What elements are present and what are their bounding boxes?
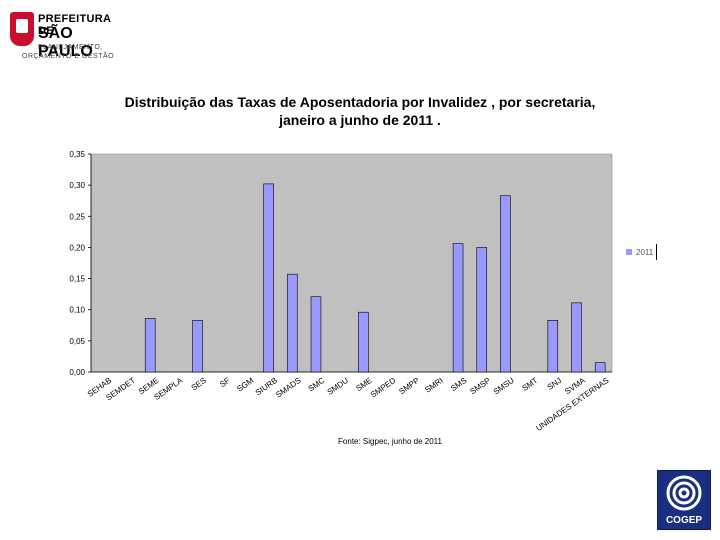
x-tick-label: SMDU bbox=[326, 376, 351, 397]
chart-title-line-2: janeiro a junho de 2011 . bbox=[279, 112, 441, 128]
x-tick-label: SNJ bbox=[546, 376, 564, 392]
cogep-label: COGEP bbox=[665, 515, 703, 526]
spiral-icon bbox=[666, 475, 702, 511]
y-tick-label: 0,10 bbox=[69, 306, 85, 315]
bar-seme bbox=[144, 318, 156, 373]
bar-smsu bbox=[500, 195, 511, 373]
x-tick-label: SMSP bbox=[468, 376, 492, 396]
x-tick-label: SMPED bbox=[369, 376, 398, 400]
logo-line-3: PLANEJAMENTO, bbox=[38, 44, 103, 51]
y-tick-label: 0,30 bbox=[69, 181, 85, 190]
y-tick-label: 0,35 bbox=[69, 150, 85, 159]
x-tick-label: SMS bbox=[449, 376, 468, 393]
bar-smads bbox=[287, 273, 298, 373]
chart-title: Distribuição das Taxas de Aposentadoria … bbox=[110, 93, 610, 129]
chart-legend: 2011 bbox=[626, 244, 658, 260]
coat-of-arms-icon bbox=[10, 12, 34, 46]
plot-area bbox=[90, 153, 613, 373]
bar-unidades-externas bbox=[594, 362, 606, 373]
bar-svma bbox=[571, 302, 582, 373]
y-tick-label: 0,00 bbox=[69, 368, 85, 377]
bar-snj bbox=[547, 320, 559, 373]
x-tick-label: SMADS bbox=[274, 376, 302, 400]
x-tick-label: SF bbox=[218, 376, 232, 389]
logo-line-4: ORÇAMENTO E GESTÃO bbox=[22, 53, 115, 60]
source-note: Fonte: Sigpec, junho de 2011 bbox=[338, 437, 442, 446]
bar-sms bbox=[452, 243, 464, 373]
y-tick-label: 0,05 bbox=[69, 337, 85, 346]
chart-title-line-1: Distribuição das Taxas de Aposentadoria … bbox=[124, 94, 596, 110]
logo-line-1: PREFEITURA DE bbox=[38, 13, 111, 37]
bar-siurb bbox=[263, 183, 274, 373]
x-tick-label: SMT bbox=[520, 376, 539, 393]
x-tick-label: SMRI bbox=[423, 376, 445, 395]
logo-line-2: SÃO PAULO bbox=[38, 25, 93, 60]
x-tick-label: SMC bbox=[307, 376, 327, 394]
x-tick-label: SGM bbox=[235, 376, 255, 394]
y-tick-label: 0,25 bbox=[69, 212, 85, 221]
x-tick-label: SMSU bbox=[492, 376, 516, 397]
legend-border bbox=[656, 244, 658, 260]
y-tick-label: 0,15 bbox=[69, 275, 85, 284]
bar-ses bbox=[192, 320, 203, 373]
x-tick-label: SES bbox=[190, 376, 208, 393]
legend-swatch bbox=[626, 249, 632, 255]
legend-label: 2011 bbox=[636, 247, 654, 257]
bar-smc bbox=[310, 296, 322, 373]
x-tick-label: SMPP bbox=[397, 376, 421, 396]
cogep-logo: COGEP bbox=[657, 470, 711, 530]
bar-sme bbox=[358, 311, 369, 373]
y-tick-label: 0,20 bbox=[69, 243, 85, 252]
prefeitura-logo: PREFEITURA DE SÃO PAULO PLANEJAMENTO, OR… bbox=[8, 8, 128, 64]
bar-smsp bbox=[476, 247, 488, 373]
